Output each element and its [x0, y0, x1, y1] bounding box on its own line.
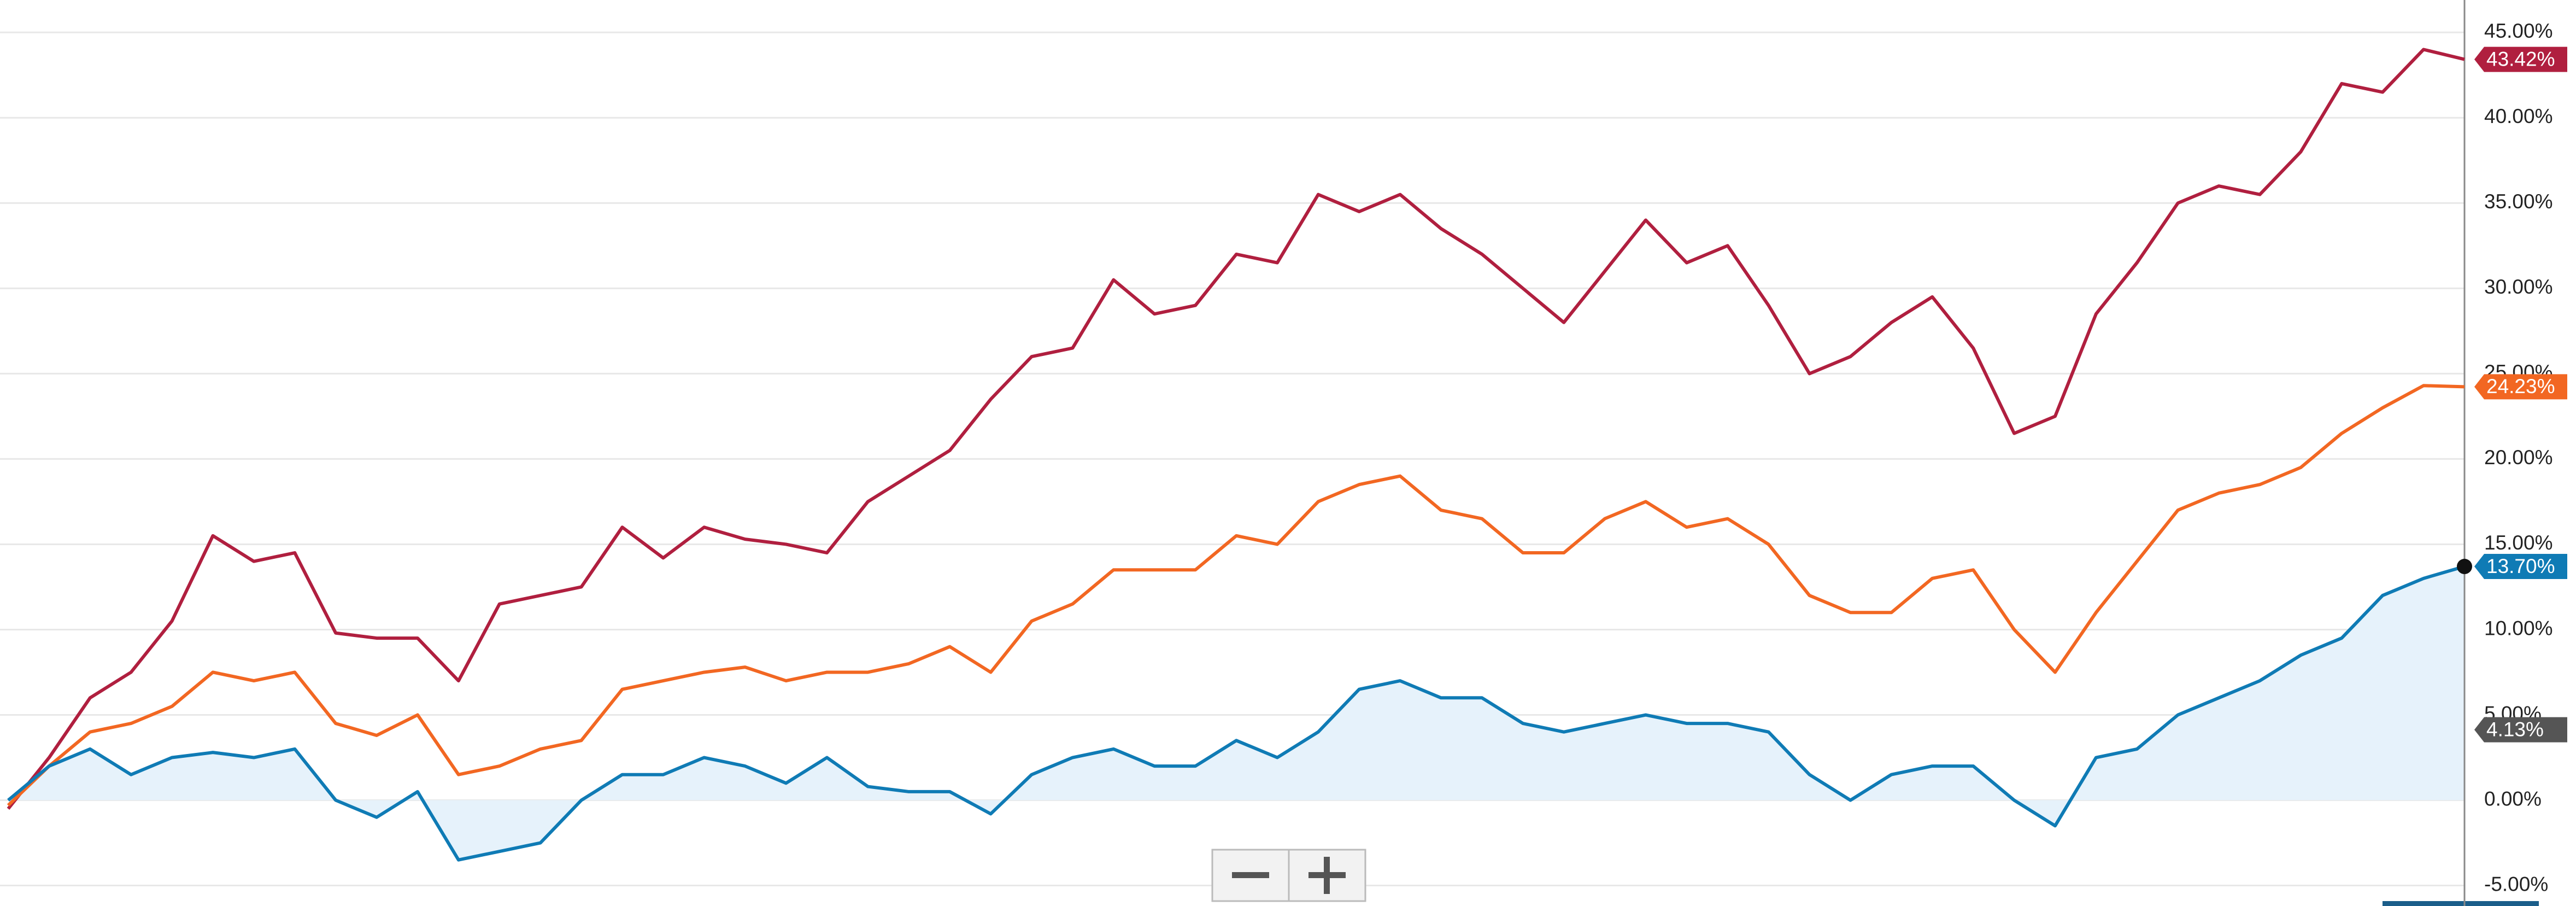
y-tick-label: -5.00%	[2484, 873, 2548, 895]
y-tick-label: 40.00%	[2484, 105, 2553, 127]
value-label: 13.70%	[2486, 555, 2555, 577]
area	[8, 566, 2464, 860]
y-tick-label: 35.00%	[2484, 190, 2553, 213]
line	[7, 384, 2465, 807]
value-tag	[2474, 554, 2567, 580]
line	[7, 48, 2465, 810]
value-tag	[2474, 374, 2567, 400]
value-label: 24.23%	[2486, 375, 2555, 398]
y-tick-label: 20.00%	[2484, 446, 2553, 469]
value-tag	[2474, 46, 2567, 72]
annotation-tag	[2474, 717, 2567, 743]
value-label: 43.42%	[2486, 48, 2555, 70]
annotation-label: 4.13%	[2486, 718, 2544, 740]
end-dot	[2457, 559, 2472, 575]
y-tick-label: 45.00%	[2484, 20, 2553, 42]
y-tick-label: 0.00%	[2484, 787, 2542, 810]
y-tick-label: 30.00%	[2484, 276, 2553, 298]
y-tick-label: 10.00%	[2484, 617, 2553, 639]
scroll-indicator	[2383, 901, 2539, 906]
line	[7, 565, 2465, 862]
zoom-controls	[1211, 849, 1366, 902]
y-tick-label: 15.00%	[2484, 531, 2553, 554]
plus-icon	[1324, 857, 1330, 894]
minus-icon	[1232, 872, 1269, 878]
